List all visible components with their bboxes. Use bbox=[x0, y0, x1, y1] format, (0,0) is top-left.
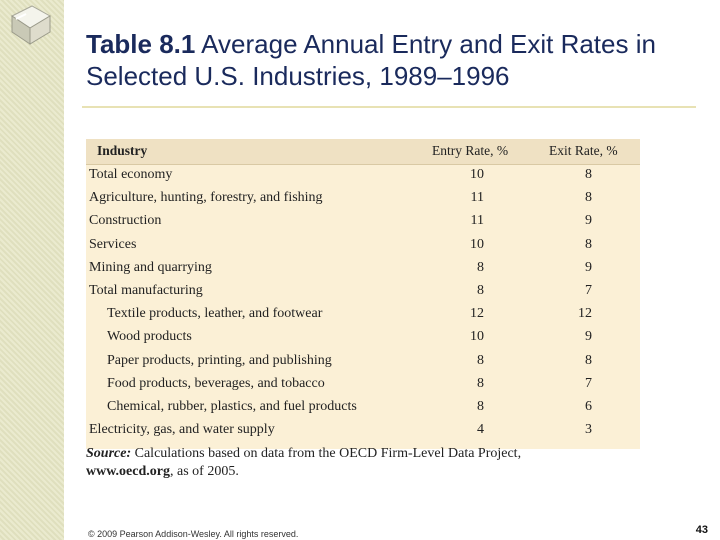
table-row: Chemical, rubber, plastics, and fuel pro… bbox=[86, 397, 640, 420]
table-row: Construction 11 9 bbox=[86, 211, 640, 234]
exit-rate-cell: 8 bbox=[585, 352, 592, 368]
entry-rate-cell: 8 bbox=[477, 259, 484, 275]
page-title: Table 8.1 Average Annual Entry and Exit … bbox=[86, 28, 706, 92]
source-note: Source: Calculations based on data from … bbox=[86, 445, 606, 481]
decorative-stripe bbox=[0, 0, 64, 540]
industry-cell: Mining and quarrying bbox=[89, 259, 212, 275]
exit-rate-cell: 7 bbox=[585, 282, 592, 298]
exit-rate-cell: 12 bbox=[578, 306, 592, 322]
table-header: Industry Entry Rate, % Exit Rate, % bbox=[86, 139, 640, 165]
entry-rate-cell: 11 bbox=[470, 190, 484, 206]
table-body: Total economy 10 8 Agriculture, hunting, fo… bbox=[86, 165, 640, 443]
title-text: Average Annual Entry and Exit Rates in S… bbox=[86, 29, 656, 91]
table-row: Wood products 10 9 bbox=[86, 327, 640, 350]
entry-exit-table: Industry Entry Rate, % Exit Rate, % Tota… bbox=[86, 139, 640, 450]
source-suffix: , as of 2005. bbox=[170, 464, 239, 479]
entry-rate-cell: 8 bbox=[477, 375, 484, 391]
table-row: Services 10 8 bbox=[86, 235, 640, 258]
table-row: Agriculture, hunting, forestry, and fish… bbox=[86, 188, 640, 211]
table-row: Paper products, printing, and publishing… bbox=[86, 351, 640, 374]
industry-cell: Electricity, gas, and water supply bbox=[89, 422, 275, 438]
exit-rate-cell: 8 bbox=[585, 167, 592, 182]
exit-rate-cell: 8 bbox=[585, 236, 592, 252]
industry-cell: Total economy bbox=[89, 167, 173, 182]
industry-cell: Services bbox=[89, 236, 137, 252]
industry-cell: Agriculture, hunting, forestry, and fish… bbox=[89, 190, 323, 206]
exit-rate-cell: 7 bbox=[585, 375, 592, 391]
entry-rate-cell: 12 bbox=[470, 306, 484, 322]
header-entry-rate: Entry Rate, % bbox=[432, 143, 509, 158]
entry-rate-cell: 10 bbox=[470, 167, 484, 182]
table-row: Textile products, leather, and footwear 1… bbox=[86, 304, 640, 327]
table-row: Mining and quarrying 8 9 bbox=[86, 258, 640, 281]
source-text: Calculations based on data from the OECD… bbox=[134, 446, 522, 461]
industry-cell: Construction bbox=[89, 213, 162, 229]
exit-rate-cell: 9 bbox=[585, 329, 592, 345]
header-industry: Industry bbox=[97, 143, 148, 158]
entry-rate-cell: 10 bbox=[470, 329, 484, 345]
table-row: Food products, beverages, and tobacco 8 7 bbox=[86, 374, 640, 397]
industry-cell: Wood products bbox=[107, 329, 192, 345]
industry-cell: Food products, beverages, and tobacco bbox=[107, 375, 325, 391]
exit-rate-cell: 8 bbox=[585, 190, 592, 206]
entry-rate-cell: 8 bbox=[477, 352, 484, 368]
exit-rate-cell: 6 bbox=[585, 398, 592, 414]
industry-cell: Paper products, printing, and publishing bbox=[107, 352, 332, 368]
entry-rate-cell: 11 bbox=[470, 213, 484, 229]
table-number: Table 8.1 bbox=[86, 29, 196, 59]
exit-rate-cell: 9 bbox=[585, 259, 592, 275]
copyright-notice: © 2009 Pearson Addison-Wesley. All right… bbox=[88, 529, 299, 539]
industry-cell: Textile products, leather, and footwear bbox=[107, 306, 323, 322]
entry-rate-cell: 10 bbox=[470, 236, 484, 252]
industry-cell: Chemical, rubber, plastics, and fuel pro… bbox=[107, 398, 357, 414]
entry-rate-cell: 4 bbox=[477, 422, 484, 438]
exit-rate-cell: 3 bbox=[585, 422, 592, 438]
entry-rate-cell: 8 bbox=[477, 282, 484, 298]
glass-cube-icon bbox=[11, 5, 51, 45]
title-divider bbox=[82, 106, 696, 108]
table-row: Total economy 10 8 bbox=[86, 165, 640, 188]
source-label: Source: bbox=[86, 446, 132, 461]
table-row: Total manufacturing 8 7 bbox=[86, 281, 640, 304]
entry-rate-cell: 8 bbox=[477, 398, 484, 414]
industry-cell: Total manufacturing bbox=[89, 282, 203, 298]
table-row: Electricity, gas, and water supply 4 3 bbox=[86, 420, 640, 443]
header-exit-rate: Exit Rate, % bbox=[549, 143, 618, 158]
exit-rate-cell: 9 bbox=[585, 213, 592, 229]
source-url: www.oecd.org bbox=[86, 464, 170, 479]
page-number: 43 bbox=[695, 524, 708, 536]
